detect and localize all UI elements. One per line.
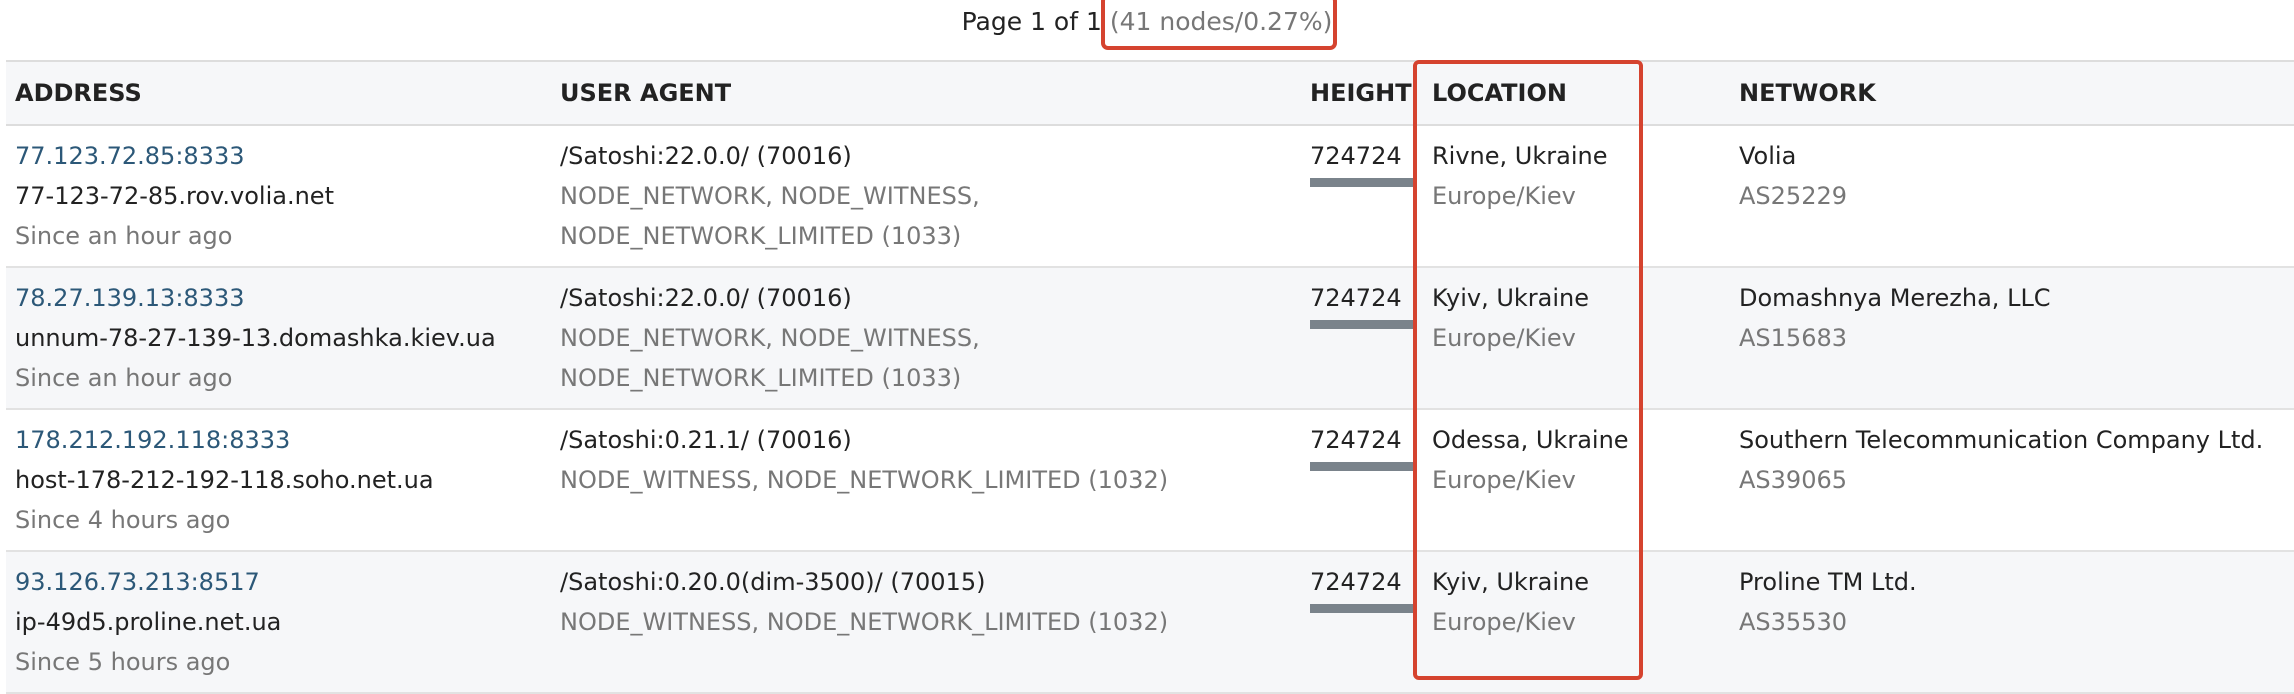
height-bar: [1310, 178, 1414, 187]
highlight-box-location: [1413, 60, 1643, 680]
height-bar: [1310, 604, 1414, 613]
asn: AS35530: [1739, 608, 1847, 636]
node-hostname: 77-123-72-85.rov.volia.net: [15, 182, 334, 210]
asn: AS25229: [1739, 182, 1847, 210]
col-user-agent[interactable]: USER AGENT: [551, 60, 1301, 126]
block-height: 724724: [1310, 142, 1402, 170]
table-row: 93.126.73.213:8517 ip-49d5.proline.net.ua…: [6, 551, 2294, 694]
col-location[interactable]: LOCATION: [1423, 60, 1730, 126]
asn: AS15683: [1739, 324, 1847, 352]
network-name: Proline TM Ltd.: [1739, 568, 1917, 596]
node-address-link[interactable]: 77.123.72.85:8333: [15, 142, 245, 170]
height-bar: [1310, 320, 1414, 329]
block-height: 724724: [1310, 426, 1402, 454]
node-hostname: unnum-78-27-139-13.domashka.kiev.ua: [15, 324, 496, 352]
block-height: 724724: [1310, 568, 1402, 596]
services: NODE_WITNESS, NODE_NETWORK_LIMITED (1032…: [560, 466, 1169, 494]
services: NODE_NETWORK, NODE_WITNESS, NODE_NETWORK…: [560, 324, 980, 392]
network-name: Volia: [1739, 142, 1797, 170]
page-indicator: Page 1 of 1: [961, 7, 1102, 36]
node-since: Since an hour ago: [15, 364, 233, 392]
services: NODE_NETWORK, NODE_WITNESS, NODE_NETWORK…: [560, 182, 980, 250]
node-hostname: ip-49d5.proline.net.ua: [15, 608, 282, 636]
table-header: ADDRESS USER AGENT HEIGHT LOCATION NETWO…: [6, 60, 2294, 126]
user-agent: /Satoshi:0.20.0(dim-3500)/ (70015): [560, 568, 986, 596]
highlight-box-summary: [1101, 0, 1337, 50]
location-city: Kyiv, Ukraine: [1432, 568, 1590, 596]
timezone: Europe/Kiev: [1432, 182, 1576, 210]
col-address[interactable]: ADDRESS: [6, 60, 551, 126]
col-network[interactable]: NETWORK: [1730, 60, 2294, 126]
node-since: Since 4 hours ago: [15, 506, 231, 534]
node-address-link[interactable]: 78.27.139.13:8333: [15, 284, 245, 312]
location-city: Kyiv, Ukraine: [1432, 284, 1590, 312]
table-row: 178.212.192.118:8333 host-178-212-192-118…: [6, 409, 2294, 552]
services: NODE_WITNESS, NODE_NETWORK_LIMITED (1032…: [560, 608, 1169, 636]
network-name: Southern Telecommunication Company Ltd.: [1739, 426, 2264, 454]
node-since: Since an hour ago: [15, 222, 233, 250]
location-city: Odessa, Ukraine: [1432, 426, 1629, 454]
user-agent: /Satoshi:0.21.1/ (70016): [560, 426, 852, 454]
location-city: Rivne, Ukraine: [1432, 142, 1608, 170]
node-count-summary: (41 nodes/0.27%): [1109, 7, 1333, 36]
timezone: Europe/Kiev: [1432, 466, 1576, 494]
node-address-link[interactable]: 93.126.73.213:8517: [15, 568, 260, 596]
timezone: Europe/Kiev: [1432, 324, 1576, 352]
user-agent: /Satoshi:22.0.0/ (70016): [560, 284, 852, 312]
network-name: Domashnya Merezha, LLC: [1739, 284, 2051, 312]
pagination-info: Page 1 of 1 (41 nodes/0.27%): [0, 0, 2294, 45]
table-row: 77.123.72.85:8333 77-123-72-85.rov.volia.…: [6, 125, 2294, 268]
user-agent: /Satoshi:22.0.0/ (70016): [560, 142, 852, 170]
height-bar: [1310, 462, 1414, 471]
nodes-table: ADDRESS USER AGENT HEIGHT LOCATION NETWO…: [6, 60, 2294, 694]
node-hostname: host-178-212-192-118.soho.net.ua: [15, 466, 434, 494]
asn: AS39065: [1739, 466, 1847, 494]
table-row: 78.27.139.13:8333 unnum-78-27-139-13.doma…: [6, 267, 2294, 410]
timezone: Europe/Kiev: [1432, 608, 1576, 636]
block-height: 724724: [1310, 284, 1402, 312]
node-since: Since 5 hours ago: [15, 648, 231, 676]
col-height[interactable]: HEIGHT: [1301, 60, 1423, 126]
node-address-link[interactable]: 178.212.192.118:8333: [15, 426, 291, 454]
